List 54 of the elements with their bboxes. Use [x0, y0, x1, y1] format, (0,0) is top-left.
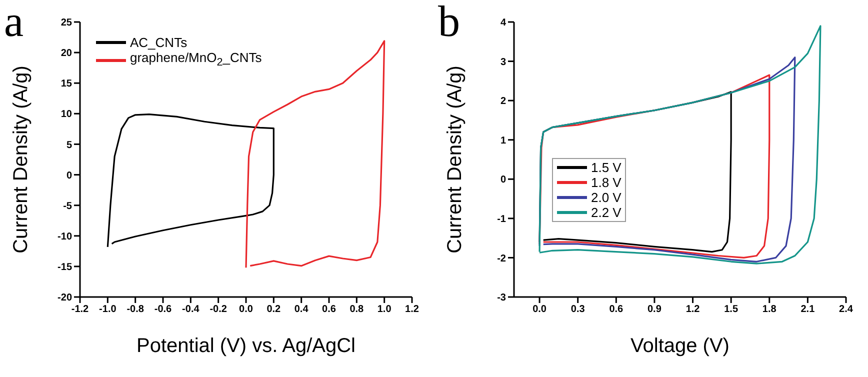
- x-tick-label: 1.0: [377, 304, 392, 316]
- y-tick-label: 4: [500, 18, 506, 29]
- x-axis-title: Potential (V) vs. Ag/AgCl: [136, 335, 356, 357]
- y-tick-label: -15: [58, 262, 72, 273]
- x-tick-label: 1.5: [724, 304, 738, 316]
- x-tick-label: 0.6: [609, 304, 624, 316]
- x-tick-label: 0.8: [350, 304, 364, 316]
- x-tick-label: 2.4: [839, 304, 854, 316]
- x-tick-label: 1.2: [405, 304, 420, 316]
- x-tick-label: -0.2: [210, 304, 228, 316]
- y-tick-label: 0: [500, 174, 506, 186]
- y-axis-title: Current Density (A/g): [10, 66, 32, 254]
- y-tick-label: -5: [63, 200, 72, 212]
- y-tick-label: 2: [500, 96, 506, 108]
- y-tick-label: 15: [60, 78, 72, 90]
- legend-label: graphene/MnO$_{2}$_CNTs: [130, 50, 262, 71]
- line-series: [538, 25, 822, 264]
- line-series: [106, 113, 274, 248]
- y-tick-label: 1: [500, 135, 506, 146]
- y-tick-label: 25: [60, 18, 72, 29]
- y-tick-label: 0: [66, 170, 72, 182]
- y-tick-label: -1: [497, 214, 506, 225]
- x-tick-label: 0.6: [322, 304, 336, 316]
- x-tick-label: 0.4: [294, 304, 309, 316]
- y-tick-label: 10: [60, 109, 72, 120]
- x-tick-label: -1.2: [71, 304, 90, 316]
- x-axis-title: Voltage (V): [630, 335, 730, 357]
- y-tick-label: 5: [66, 140, 72, 151]
- y-tick-label: -2: [497, 253, 506, 264]
- x-tick-label: 2.1: [800, 304, 816, 316]
- x-tick-label: 0.0: [532, 304, 547, 316]
- x-tick-label: 0.9: [648, 304, 662, 316]
- text: a: [4, 0, 24, 46]
- y-tick-label: -10: [58, 231, 72, 242]
- legend-label: 1.8 V: [591, 175, 622, 190]
- text: b: [438, 0, 460, 46]
- x-tick-label: 1.2: [686, 304, 700, 316]
- y-tick-label: 20: [60, 48, 72, 60]
- x-tick-label: -1.0: [99, 304, 117, 316]
- x-tick-label: -0.4: [182, 304, 200, 316]
- x-tick-label: 1.8: [762, 304, 777, 316]
- y-axis-title: Current Density (A/g): [444, 66, 466, 254]
- y-tick-label: -3: [497, 292, 506, 304]
- y-tick-label: -20: [58, 292, 72, 304]
- legend-label: 2.0 V: [591, 190, 622, 205]
- x-tick-label: -0.6: [154, 304, 172, 316]
- legend-label: AC_CNTs: [130, 35, 188, 50]
- x-tick-label: 0.3: [570, 304, 586, 316]
- legend-label: 1.5 V: [591, 160, 622, 175]
- x-tick-label: 0.2: [266, 304, 282, 316]
- x-tick-label: -0.8: [126, 304, 144, 316]
- y-tick-label: 3: [500, 56, 506, 68]
- x-tick-label: 0.0: [239, 304, 254, 316]
- legend-label: 2.2 V: [591, 205, 622, 220]
